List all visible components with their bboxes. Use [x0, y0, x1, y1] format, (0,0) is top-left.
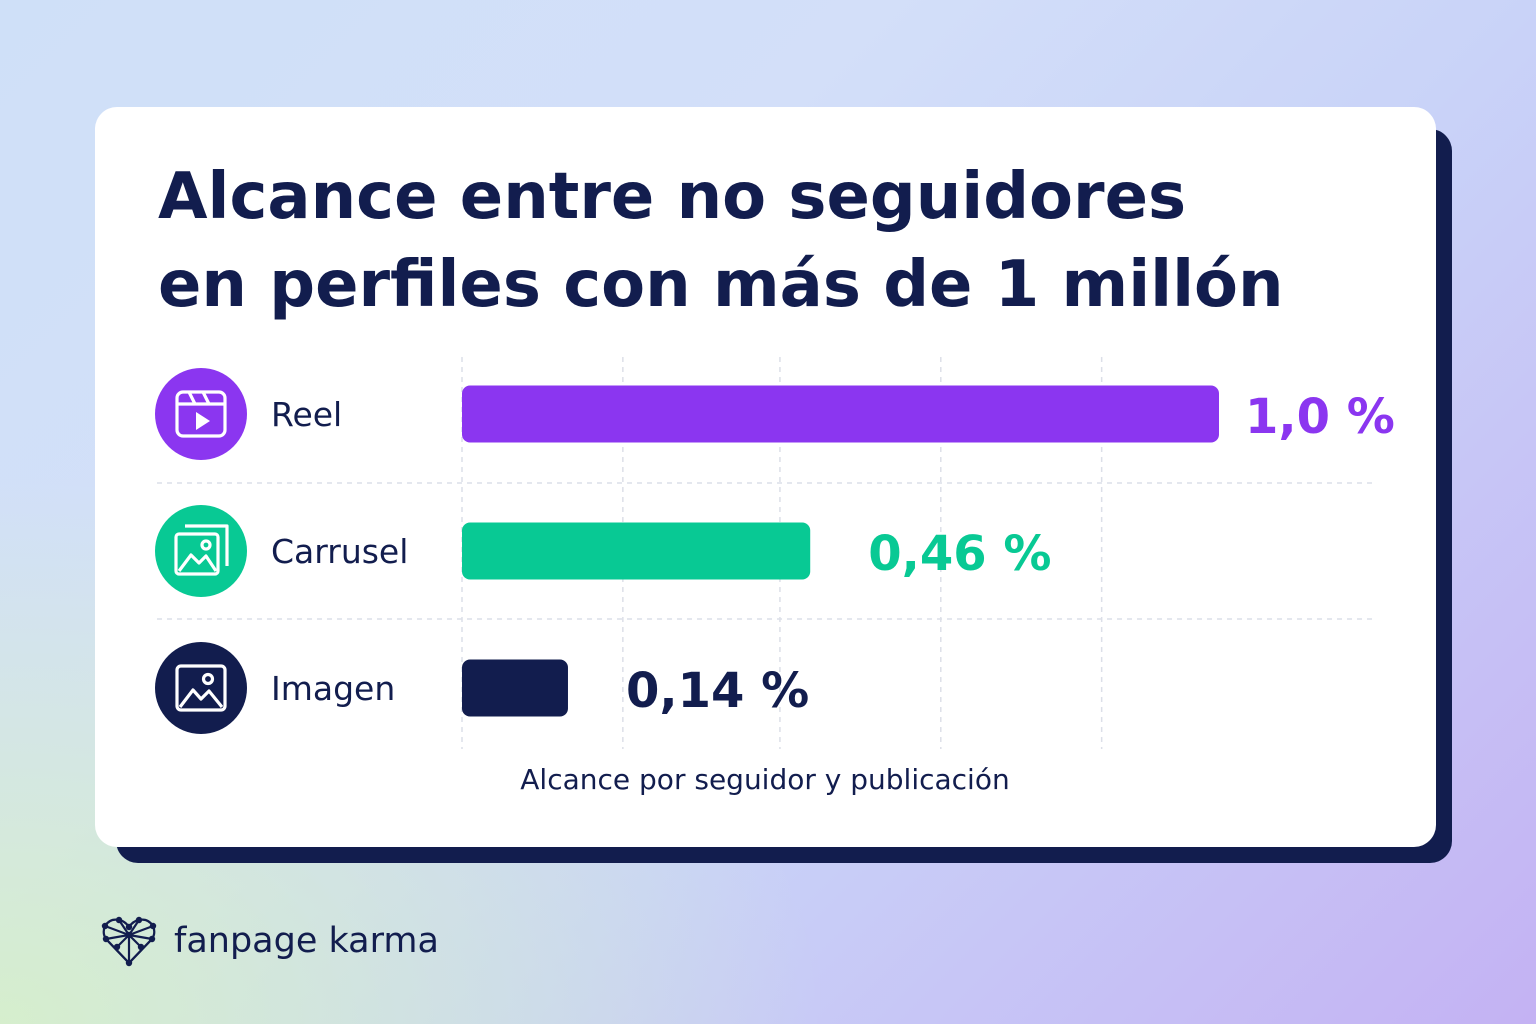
bar-imagen: [462, 659, 568, 717]
reel-icon-slash: [201, 391, 211, 405]
image-icon-sun: [201, 672, 215, 686]
chart-title: Alcance entre no seguidores en perfiles …: [158, 153, 1358, 329]
image-icon: [155, 642, 247, 734]
bar-reel: [462, 385, 1219, 443]
carousel-icon-mountain: [177, 553, 218, 572]
brand-name: fanpage karma: [174, 921, 439, 961]
image-icon-frame: [175, 664, 227, 712]
reel-icon-play: [196, 412, 210, 430]
value-label: 0,14 %: [626, 663, 809, 719]
reel-icon: [155, 368, 247, 460]
chart-card: Alcance entre no seguidores en perfiles …: [95, 107, 1436, 847]
carousel-icon: [155, 505, 247, 597]
bar-chart: Reel 1,0 % Carrusel 0,46 % Imagen 0,14 % Alca…: [155, 357, 1395, 796]
category-icon-circle: [155, 368, 247, 460]
reel-icon-slash: [187, 391, 197, 405]
x-axis-label: Alcance por seguidor y publicación: [520, 763, 1009, 796]
title-line-1: Alcance entre no seguidores: [158, 160, 1187, 234]
image-icon-mountain: [178, 688, 224, 709]
chart-rows: Reel 1,0 % Carrusel 0,46 % Imagen 0,14 %: [155, 368, 1395, 734]
heart-network-icon: [101, 916, 157, 967]
grid: [157, 357, 1377, 749]
chart-row-imagen: Imagen 0,14 %: [155, 642, 809, 734]
title-line-2: en perfiles con más de 1 millón: [158, 248, 1284, 322]
chart-row-reel: Reel 1,0 %: [155, 368, 1395, 460]
carousel-icon-back: [185, 524, 229, 566]
value-label: 1,0 %: [1245, 389, 1395, 445]
category-label: Reel: [271, 395, 342, 434]
value-label: 0,46 %: [868, 526, 1051, 582]
reel-icon-frame: [175, 390, 227, 438]
bar-carrusel: [462, 522, 811, 580]
category-label: Carrusel: [271, 532, 408, 571]
carousel-icon-sun: [200, 539, 212, 551]
brand-logo: fanpage karma: [100, 915, 439, 967]
carousel-icon-frame: [174, 532, 220, 576]
chart-row-carrusel: Carrusel 0,46 %: [155, 505, 1051, 597]
category-label: Imagen: [271, 669, 395, 708]
category-icon-circle: [155, 642, 247, 734]
category-icon-circle: [155, 505, 247, 597]
